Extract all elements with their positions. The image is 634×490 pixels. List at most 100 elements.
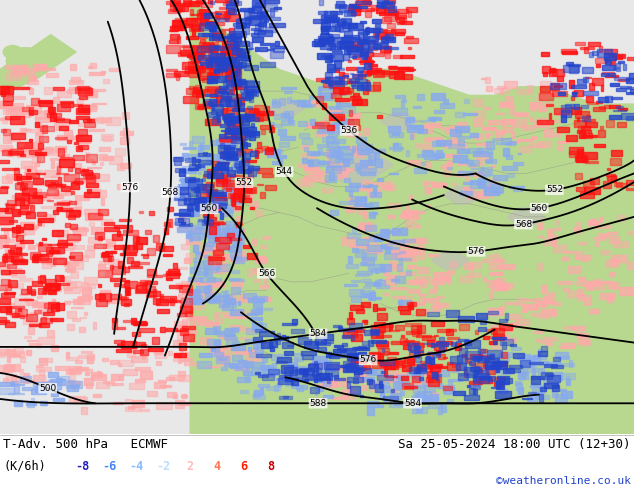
Bar <box>202 296 211 301</box>
Bar <box>234 189 240 194</box>
Bar <box>335 157 343 162</box>
Bar <box>363 257 374 265</box>
Bar <box>80 317 86 318</box>
Bar <box>486 369 495 374</box>
Bar <box>492 281 501 284</box>
Bar <box>542 101 553 106</box>
Bar <box>100 162 103 166</box>
Bar <box>245 339 261 344</box>
Bar <box>170 26 176 31</box>
Bar <box>588 221 599 225</box>
Bar <box>68 215 75 219</box>
Bar <box>160 294 164 298</box>
Bar <box>463 99 469 103</box>
Bar <box>112 383 123 385</box>
Bar <box>242 360 247 366</box>
Bar <box>387 1 392 4</box>
Bar <box>383 272 389 275</box>
Bar <box>67 281 81 287</box>
Bar <box>433 303 448 307</box>
Bar <box>459 276 473 282</box>
Bar <box>213 315 219 318</box>
Bar <box>227 117 234 119</box>
Bar <box>181 354 184 361</box>
Bar <box>562 50 577 54</box>
Bar <box>243 143 250 147</box>
Bar <box>126 288 129 293</box>
Bar <box>495 283 505 288</box>
Bar <box>35 152 46 155</box>
Bar <box>493 334 503 340</box>
Bar <box>13 261 27 264</box>
Bar <box>228 194 240 198</box>
Bar <box>342 21 346 23</box>
Bar <box>557 127 569 132</box>
Bar <box>483 337 489 339</box>
Bar <box>505 335 508 340</box>
Bar <box>354 368 359 376</box>
Bar <box>337 102 351 106</box>
Bar <box>210 231 217 238</box>
Bar <box>233 9 248 11</box>
Bar <box>581 259 588 261</box>
Bar <box>403 211 411 218</box>
Bar <box>209 217 216 224</box>
Bar <box>465 351 480 359</box>
Bar <box>401 335 404 337</box>
Bar <box>401 342 408 343</box>
Bar <box>297 100 310 106</box>
Bar <box>382 71 394 74</box>
Bar <box>230 278 240 279</box>
Bar <box>46 147 53 151</box>
Bar <box>85 369 93 372</box>
Bar <box>236 228 243 233</box>
Bar <box>69 256 74 258</box>
Bar <box>396 389 401 390</box>
Bar <box>444 146 450 147</box>
Bar <box>431 321 444 326</box>
Bar <box>47 113 61 117</box>
Bar <box>140 409 149 411</box>
Bar <box>122 112 129 119</box>
Bar <box>10 220 17 222</box>
Bar <box>74 397 87 403</box>
Bar <box>542 309 555 316</box>
Bar <box>10 149 23 155</box>
Bar <box>20 201 29 204</box>
Bar <box>20 376 31 382</box>
Bar <box>529 118 533 121</box>
Bar <box>122 252 136 255</box>
Bar <box>205 57 209 59</box>
Bar <box>455 173 469 176</box>
Bar <box>496 135 503 139</box>
Bar <box>478 178 485 186</box>
Bar <box>628 73 634 79</box>
Bar <box>220 99 230 106</box>
Bar <box>358 32 363 39</box>
Bar <box>392 296 404 298</box>
Bar <box>112 266 125 274</box>
Bar <box>199 226 202 233</box>
Bar <box>166 70 178 71</box>
Bar <box>202 68 205 72</box>
Bar <box>328 33 339 38</box>
Bar <box>422 380 431 385</box>
Bar <box>537 141 551 147</box>
Bar <box>404 386 417 388</box>
Bar <box>190 52 205 56</box>
Polygon shape <box>190 0 634 434</box>
Bar <box>357 39 367 44</box>
Bar <box>359 185 365 189</box>
Bar <box>507 155 512 159</box>
Circle shape <box>6 48 44 74</box>
Bar <box>146 291 160 296</box>
Bar <box>93 321 96 329</box>
Bar <box>44 110 48 114</box>
Bar <box>213 167 228 171</box>
Bar <box>239 197 251 202</box>
Bar <box>209 51 218 56</box>
Bar <box>1 129 6 131</box>
Polygon shape <box>380 113 418 130</box>
Bar <box>611 63 616 65</box>
Bar <box>207 204 221 207</box>
